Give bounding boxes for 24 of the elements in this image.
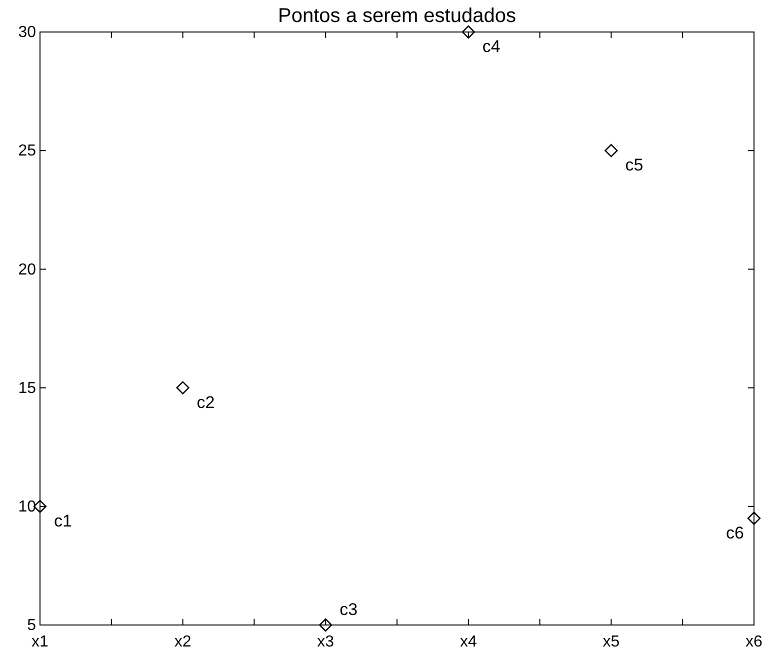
x-tick-label: x1 <box>32 633 49 650</box>
point <box>319 618 332 632</box>
x-tick-label: x5 <box>602 633 620 650</box>
annotation: c1 <box>54 511 72 530</box>
x-tick-label: x4 <box>460 633 477 650</box>
annotation: c2 <box>196 392 215 412</box>
point <box>747 512 761 525</box>
y-tick-label: 5 <box>27 617 36 634</box>
point <box>604 144 618 158</box>
y-tick-label: 30 <box>18 24 36 42</box>
x-tick-label: x6 <box>746 633 763 650</box>
annotation: c5 <box>625 156 644 175</box>
x-tick-label: x3 <box>317 633 334 650</box>
y-tick-label: 10 <box>18 498 36 516</box>
annotation: c4 <box>482 37 500 56</box>
chart-title: Pontos a serem estudados <box>278 5 516 27</box>
annotation: c6 <box>726 523 744 542</box>
y-tick-label: 20 <box>18 261 36 278</box>
annotation: c3 <box>340 600 358 619</box>
y-tick-label: 15 <box>18 380 36 397</box>
point <box>462 25 475 39</box>
x-tick-label: x2 <box>174 633 192 650</box>
y-tick-label: 25 <box>18 142 36 160</box>
point <box>176 381 190 394</box>
